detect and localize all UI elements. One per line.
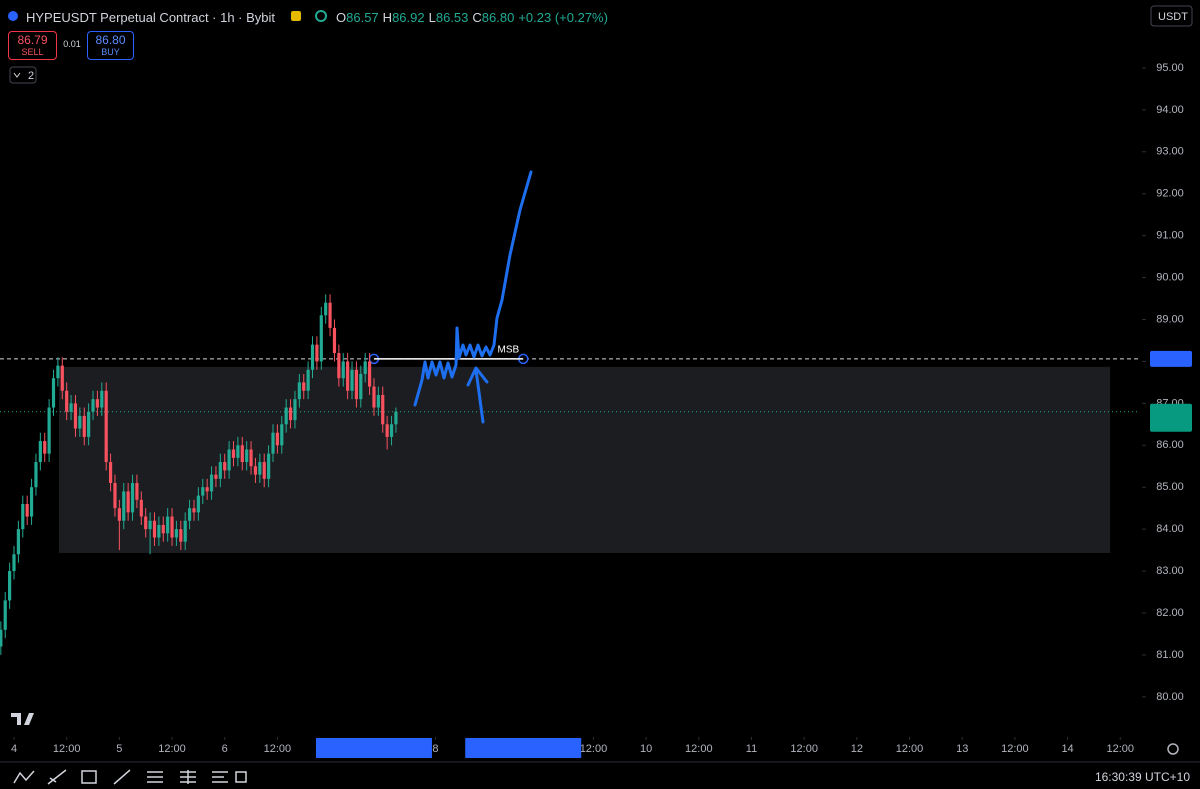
hide-icon[interactable]: [291, 11, 301, 21]
tool-pitch[interactable]: [180, 770, 196, 784]
y-tick-label: 95.00: [1156, 62, 1184, 74]
ohlc-key: C: [472, 9, 482, 25]
ohlc-key: L: [428, 9, 436, 25]
symbol-title: HYPEUSDT Perpetual Contract · 1h · Bybit: [26, 9, 276, 25]
x-tick-label: 6: [222, 743, 228, 755]
time-highlight: [465, 738, 582, 758]
tool-rect[interactable]: [81, 770, 97, 784]
ohlc-value: 86.80: [481, 9, 515, 25]
y-tick-label: 92.00: [1156, 188, 1184, 200]
ohlc-value: 86.53: [435, 9, 469, 25]
spread: 0.01: [63, 39, 81, 49]
y-tick-label: 89.00: [1156, 313, 1184, 325]
x-tick-label: 12:00: [1106, 743, 1134, 755]
x-tick-label: 11: [746, 743, 757, 755]
tool-measure[interactable]: [235, 771, 247, 783]
buy-price[interactable]: 86.80: [95, 33, 126, 47]
y-tick-label: 91.00: [1156, 230, 1184, 242]
tool-text[interactable]: [212, 771, 228, 783]
y-tick-label: 85.00: [1156, 481, 1184, 493]
time-highlight: [315, 738, 432, 758]
indicator-count[interactable]: 2: [28, 70, 34, 82]
change: +0.23 (+0.27%): [518, 9, 608, 25]
x-tick-label: 12:00: [896, 743, 924, 755]
y-tick-label: 83.00: [1156, 565, 1184, 577]
symbol-icon: [8, 11, 18, 21]
tool-trend[interactable]: [13, 770, 35, 784]
price-line-tag: [1150, 350, 1192, 367]
drawing-toolbar[interactable]: [13, 769, 247, 785]
tool-line[interactable]: [47, 769, 67, 785]
x-tick-label: 12:00: [53, 743, 81, 755]
x-tick-label: 12:00: [790, 743, 818, 755]
currency-select[interactable]: [1150, 5, 1193, 27]
x-tick-label: 13: [956, 743, 968, 755]
ohlc-key: H: [382, 9, 393, 25]
x-tick-label: 12:00: [158, 743, 186, 755]
y-tick-label: 81.00: [1156, 649, 1184, 661]
ohlc: O 86.57 H 86.92 L 86.53 C 86.80 +0.23 (+0.27…: [336, 8, 612, 26]
chevron[interactable]: [13, 72, 21, 78]
ohlc-key: O: [336, 9, 347, 25]
sell-price[interactable]: 86.79: [17, 33, 48, 47]
msb-label: MSB: [498, 345, 520, 356]
sell-button[interactable]: 86.79 SELL: [8, 31, 57, 60]
logo: [11, 713, 34, 725]
zone: [58, 366, 1111, 554]
y-tick-label: 82.00: [1156, 607, 1184, 619]
settings-icon[interactable]: [1167, 743, 1179, 755]
x-tick-label: 12:00: [1001, 743, 1029, 755]
x-tick-label: 8: [432, 743, 438, 755]
ohlc-value: 86.92: [392, 9, 425, 25]
x-tick-label: 14: [1061, 743, 1073, 755]
arrow-drawing: [466, 366, 489, 424]
y-tick-label: 84.00: [1156, 523, 1184, 535]
x-tick-label: 12:00: [685, 743, 713, 755]
y-tick-label: 93.00: [1156, 146, 1184, 158]
tool-fib[interactable]: [147, 771, 163, 783]
buy-label[interactable]: BUY: [101, 47, 120, 57]
x-tick-label: 10: [640, 743, 652, 755]
y-tick-label: 90.00: [1156, 271, 1184, 283]
currency[interactable]: USDT: [1158, 11, 1188, 23]
ohlc-value: 86.57: [346, 9, 379, 25]
x-tick-label: 12:00: [580, 743, 608, 755]
x-tick-label: 4: [11, 743, 17, 755]
y-tick-label: 80.00: [1156, 691, 1184, 703]
tool-ray[interactable]: [113, 769, 131, 785]
indicator-toggle[interactable]: [9, 66, 37, 84]
x-tick-label: 5: [116, 743, 122, 755]
x-tick-label: 12: [851, 743, 863, 755]
y-tick-label: 86.00: [1156, 439, 1184, 451]
y-tick-label: 94.00: [1156, 104, 1184, 116]
x-tick-label: 12:00: [264, 743, 292, 755]
sell-label[interactable]: SELL: [21, 47, 44, 57]
last-price-tag: [1150, 403, 1192, 432]
status-icon: [315, 10, 327, 22]
projection-drawing: [413, 170, 533, 407]
buy-button[interactable]: 86.80 BUY: [87, 31, 134, 60]
clock: 16:30:39 UTC+10: [1095, 770, 1190, 784]
